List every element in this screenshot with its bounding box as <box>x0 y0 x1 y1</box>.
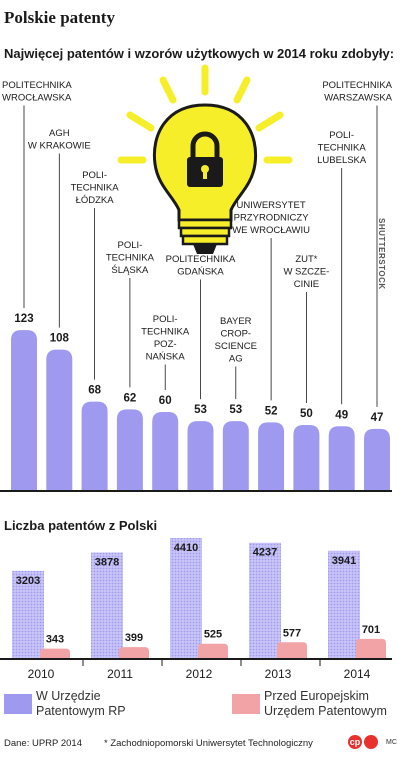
category-label-7: PRZYRODNICZY <box>234 213 310 224</box>
bar-epo-1 <box>119 647 149 658</box>
value-epo-0: 343 <box>46 634 64 646</box>
institutions-bar-chart: 123 POLITECHNIKA WROCŁAWSKA 108 AGH W KRAKOWI… <box>0 80 393 492</box>
bar-9 <box>328 426 355 490</box>
category-label-2: POLI- <box>82 170 107 181</box>
chart-subtitle: Najwięcej patentów i wzorów użytkowych w… <box>4 46 395 61</box>
legend-swatch-pink <box>232 694 260 714</box>
value-label-2: 68 <box>88 385 101 397</box>
value-label-1: 108 <box>50 333 70 345</box>
bar-0 <box>11 330 37 490</box>
value-label-9: 49 <box>335 409 348 421</box>
category-label-7: WE WROCŁAWIU <box>232 225 310 236</box>
category-label-9: LUBELSKA <box>317 155 367 166</box>
category-label-2: ŁÓDZKA <box>76 195 115 206</box>
value-rp-0: 3203 <box>16 575 40 587</box>
bar-10 <box>364 428 390 490</box>
value-epo-3: 577 <box>283 627 301 639</box>
category-label-8: W SZCZE- <box>283 267 329 278</box>
value-rp-3: 4237 <box>253 547 277 559</box>
lightbulb-icon <box>117 64 293 254</box>
baseline-2 <box>0 658 392 660</box>
year-label-3: 2013 <box>265 667 292 681</box>
value-label-3: 62 <box>124 392 137 404</box>
padlock-icon <box>187 131 223 187</box>
category-label-3: TECHNIKA <box>106 253 155 264</box>
category-label-0: WROCŁAWSKA <box>2 93 72 104</box>
page-title: Polskie patenty <box>4 8 115 27</box>
category-label-5: POLITECHNIKA <box>166 254 236 265</box>
category-label-1: W KRAKOWIE <box>28 141 91 152</box>
svg-text:cp: cp <box>350 737 361 747</box>
category-label-1: AGH <box>49 128 70 139</box>
category-label-5: GDAŃSKA <box>177 267 224 278</box>
value-rp-1: 3878 <box>95 556 119 568</box>
value-epo-4: 701 <box>362 624 380 636</box>
year-label-4: 2014 <box>344 667 371 681</box>
bar-3 <box>116 409 143 490</box>
category-label-7: UNIWERSYTET <box>237 200 306 211</box>
category-label-2: TECHNIKA <box>71 183 120 194</box>
baseline <box>0 490 392 492</box>
category-label-4: POLI- <box>153 314 178 325</box>
value-label-7: 52 <box>265 405 278 417</box>
bar-epo-3 <box>277 642 307 658</box>
category-label-10: WARSZAWSKA <box>324 93 393 104</box>
legend-label-blue: W Urzędzie Patentowym RP <box>36 689 126 718</box>
category-label-10: POLITECHNIKA <box>322 80 392 91</box>
value-label-5: 53 <box>194 404 207 416</box>
footnote: * Zachodniopomorski Uniwersytet Technolo… <box>104 738 313 749</box>
category-label-4: POZ- <box>154 339 177 350</box>
value-rp-4: 3941 <box>332 555 356 567</box>
value-label-10: 47 <box>371 412 384 424</box>
author-sign: MC <box>386 739 397 746</box>
yearly-bar-chart: 3203 343 2010 3878 399 2011 4410 525 2012 4237 577… <box>0 538 392 681</box>
value-epo-1: 399 <box>125 632 143 644</box>
cp-logo-icon: cp <box>348 735 378 749</box>
category-label-3: POLI- <box>117 240 142 251</box>
bar-7 <box>258 422 285 490</box>
value-label-0: 123 <box>14 313 33 325</box>
category-label-3: ŚLĄSKA <box>111 264 149 276</box>
bar-6 <box>222 421 249 490</box>
category-label-4: NAŃSKA <box>146 352 186 363</box>
bar-epo-4 <box>356 638 386 658</box>
bar-rp-4 <box>328 550 360 658</box>
legend-swatch-blue <box>4 694 32 714</box>
year-label-0: 2010 <box>28 667 55 681</box>
legend-label-pink: Przed Europejskim Urzędem Patentowym <box>264 689 387 718</box>
bar-epo-0 <box>40 648 70 658</box>
bar-rp-2 <box>170 538 202 658</box>
category-label-6: SCIENCE <box>215 341 257 352</box>
bar-epo-2 <box>198 643 228 658</box>
category-label-4: TECHNIKA <box>141 327 190 338</box>
bar-rp-0 <box>12 570 44 658</box>
value-epo-2: 525 <box>204 629 222 641</box>
category-label-9: TECHNIKA <box>318 143 367 154</box>
source-note: Dane: UPRP 2014 <box>4 738 82 749</box>
category-label-6: CROP- <box>220 329 251 340</box>
bar-2 <box>81 401 108 490</box>
category-label-6: AG <box>229 354 243 365</box>
year-label-1: 2011 <box>107 667 133 681</box>
bar-rp-3 <box>249 542 281 658</box>
bar-rp-1 <box>91 552 123 658</box>
bar-4 <box>152 412 179 490</box>
category-label-9: POLI- <box>329 130 354 141</box>
bar-1 <box>46 349 73 490</box>
value-label-8: 50 <box>300 408 313 420</box>
yearly-chart-title: Liczba patentów z Polski <box>4 518 158 533</box>
category-label-0: POLITECHNIKA <box>2 80 72 91</box>
bar-8 <box>293 425 320 490</box>
year-label-2: 2012 <box>186 667 213 681</box>
value-label-4: 60 <box>159 395 172 407</box>
category-label-8: CINIE <box>294 279 319 290</box>
category-label-8: ZUT* <box>295 254 317 265</box>
category-label-6: BAYER <box>220 316 252 327</box>
bar-5 <box>187 421 214 490</box>
value-label-6: 53 <box>229 404 242 416</box>
value-rp-2: 4410 <box>174 542 198 554</box>
